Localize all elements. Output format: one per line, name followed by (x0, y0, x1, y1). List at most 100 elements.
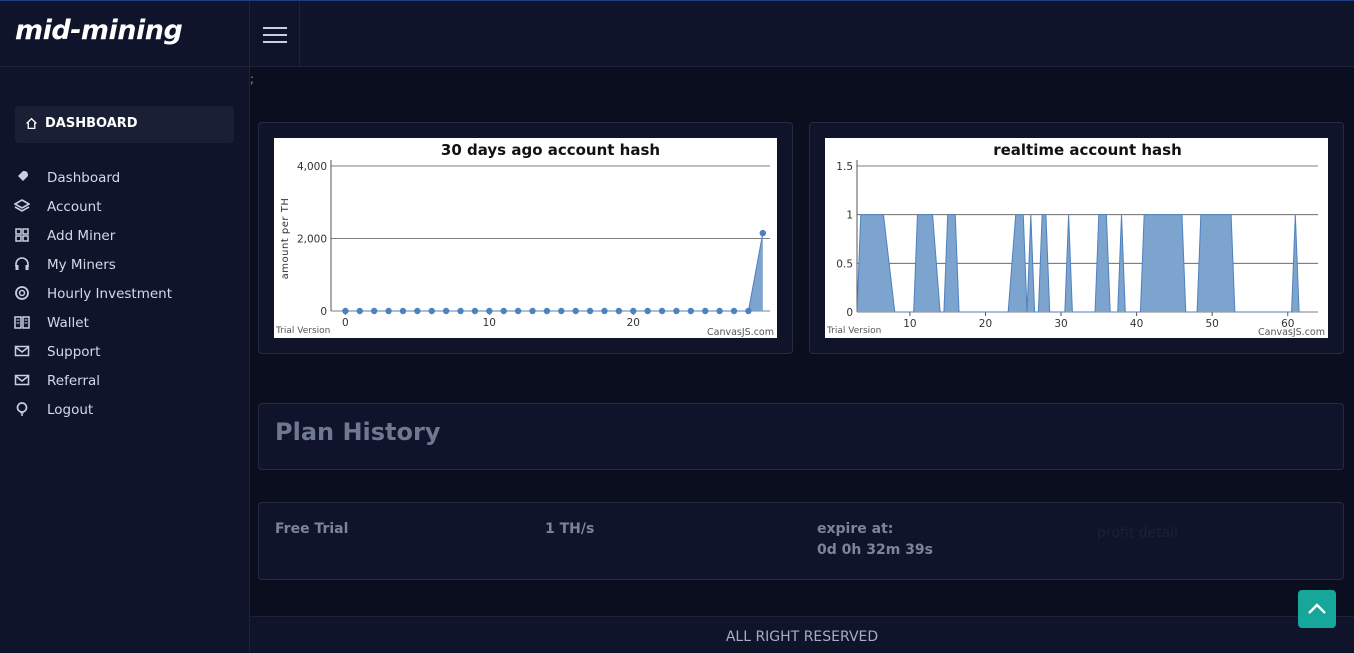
y-axis-label: amount per TH (280, 198, 291, 280)
home-icon (26, 117, 37, 130)
data-point (558, 307, 565, 315)
mail-icon (14, 374, 30, 386)
chevron-up-icon (1308, 603, 1326, 614)
profit-detail-link[interactable]: profit detail (1097, 525, 1179, 541)
scroll-to-top-button[interactable] (1298, 590, 1336, 628)
rocket-icon (17, 171, 28, 182)
footer-text: ALL RIGHT RESERVED (725, 629, 879, 645)
data-point (500, 307, 507, 315)
x-tick-label: 30 (1054, 318, 1067, 330)
footer: ALL RIGHT RESERVED (250, 616, 1354, 653)
plan-history-card: Plan History (258, 403, 1344, 470)
canvasjs-credit-label: CanvasJS.com (1258, 327, 1325, 338)
data-point (687, 307, 695, 315)
x-tick-label: 40 (1130, 318, 1143, 330)
sidebar-item-label: Support (47, 344, 101, 360)
series-line (856, 214, 1303, 313)
sidebar-header-label: DASHBOARD (45, 116, 138, 131)
plan-expire-countdown: 0d 0h 32m 39s (817, 542, 933, 558)
sidebar-item-label: Dashboard (47, 170, 121, 186)
plan-rate: 1 TH/s (545, 521, 595, 537)
x-tick-label: 10 (483, 317, 496, 329)
y-tick-label: 0 (320, 306, 327, 318)
sidebar-item-label: My Miners (47, 257, 116, 273)
series-line (345, 232, 764, 312)
chart-realtime: realtime account hash 1.5 1 0.5 0 10 20 30 40 50 6… (825, 138, 1328, 338)
logo-text: mid-mining (15, 15, 183, 46)
book-icon (14, 316, 30, 329)
menu-toggle-button[interactable] (250, 1, 300, 67)
data-point (370, 307, 378, 315)
mail-icon (14, 345, 30, 357)
data-point (730, 307, 738, 315)
data-point (399, 307, 407, 315)
y-tick-label: 0.5 (836, 258, 853, 270)
chart-30-days-svg: 30 days ago account hash 4,000 2,000 0 amoun… (275, 141, 774, 338)
sidebar-item-hourly-investment[interactable]: Hourly Investment (0, 279, 250, 308)
sidebar-item-wallet[interactable]: Wallet (0, 308, 250, 337)
logo[interactable]: mid-mining (0, 1, 250, 67)
data-point (486, 307, 493, 315)
x-tick-label: 60 (1281, 318, 1294, 330)
y-tick-label: 2,000 (297, 234, 327, 246)
data-point (702, 307, 709, 315)
sidebar-item-dashboard[interactable]: Dashboard (0, 163, 250, 192)
chart-card-30-days: 30 days ago account hash 4,000 2,000 0 amoun… (258, 122, 793, 354)
plan-history-title: Plan History (275, 418, 441, 446)
data-point (745, 307, 752, 315)
top-bar: mid-mining (0, 0, 1354, 67)
data-point (385, 307, 392, 315)
sidebar-item-label: Hourly Investment (47, 286, 173, 302)
sidebar-item-label: Logout (47, 402, 94, 418)
chart-title: 30 days ago account hash (441, 141, 660, 159)
chart-realtime-svg: realtime account hash 1.5 1 0.5 0 10 20 30 40 50 6… (826, 141, 1325, 338)
sidebar-item-label: Add Miner (47, 228, 116, 244)
y-tick-label: 4,000 (297, 161, 327, 173)
data-point (356, 307, 363, 315)
plan-expire-label: expire at: (817, 521, 894, 537)
data-point (442, 307, 450, 315)
sidebar-item-logout[interactable]: Logout (0, 395, 250, 424)
sidebar: DASHBOARD Dashboard Account Add Miner My… (0, 67, 250, 653)
data-point (572, 307, 579, 315)
main-content: ; 30 days ago account hash 4,000 2,000 0 amo… (250, 67, 1354, 616)
chart-30-days: 30 days ago account hash 4,000 2,000 0 amoun… (274, 138, 777, 338)
data-point (414, 307, 421, 315)
data-point (514, 307, 522, 315)
trial-version-label: Trial Version (275, 326, 330, 336)
sidebar-item-add-miner[interactable]: Add Miner (0, 221, 250, 250)
data-point (586, 307, 594, 315)
chart-title: realtime account hash (993, 141, 1182, 159)
y-tick-label: 0 (846, 307, 853, 319)
data-point (471, 307, 479, 315)
data-point (759, 229, 767, 237)
plan-name: Free Trial (275, 521, 349, 537)
sidebar-item-account[interactable]: Account (0, 192, 250, 221)
sidebar-item-referral[interactable]: Referral (0, 366, 250, 395)
grid-icon (15, 228, 29, 242)
y-tick-label: 1 (846, 210, 853, 222)
data-point (457, 307, 464, 315)
sidebar-item-support[interactable]: Support (0, 337, 250, 366)
x-tick-label: 20 (627, 317, 640, 329)
plan-row: Free Trial 1 TH/s expire at: 0d 0h 32m 3… (258, 502, 1344, 580)
sidebar-item-label: Wallet (47, 315, 89, 331)
sidebar-item-label: Account (47, 199, 102, 215)
trial-version-label: Trial Version (826, 326, 881, 336)
hamburger-icon (263, 27, 287, 29)
breadcrumb: ; (250, 72, 255, 86)
sidebar-item-my-miners[interactable]: My Miners (0, 250, 250, 279)
x-tick-label: 50 (1206, 318, 1219, 330)
sidebar-dashboard-header[interactable]: DASHBOARD (15, 106, 234, 143)
data-point (658, 307, 666, 315)
sidebar-nav: Dashboard Account Add Miner My Miners Ho… (0, 163, 250, 424)
x-tick-label: 10 (903, 318, 916, 330)
chart-card-realtime: realtime account hash 1.5 1 0.5 0 10 20 30 40 50 6… (809, 122, 1344, 354)
headphones-icon (15, 257, 29, 270)
data-point (342, 307, 349, 315)
canvasjs-credit-label: CanvasJS.com (707, 327, 774, 338)
data-point (428, 307, 435, 315)
layers-icon (14, 199, 30, 212)
x-tick-label: 0 (342, 317, 349, 329)
data-point (644, 307, 651, 315)
